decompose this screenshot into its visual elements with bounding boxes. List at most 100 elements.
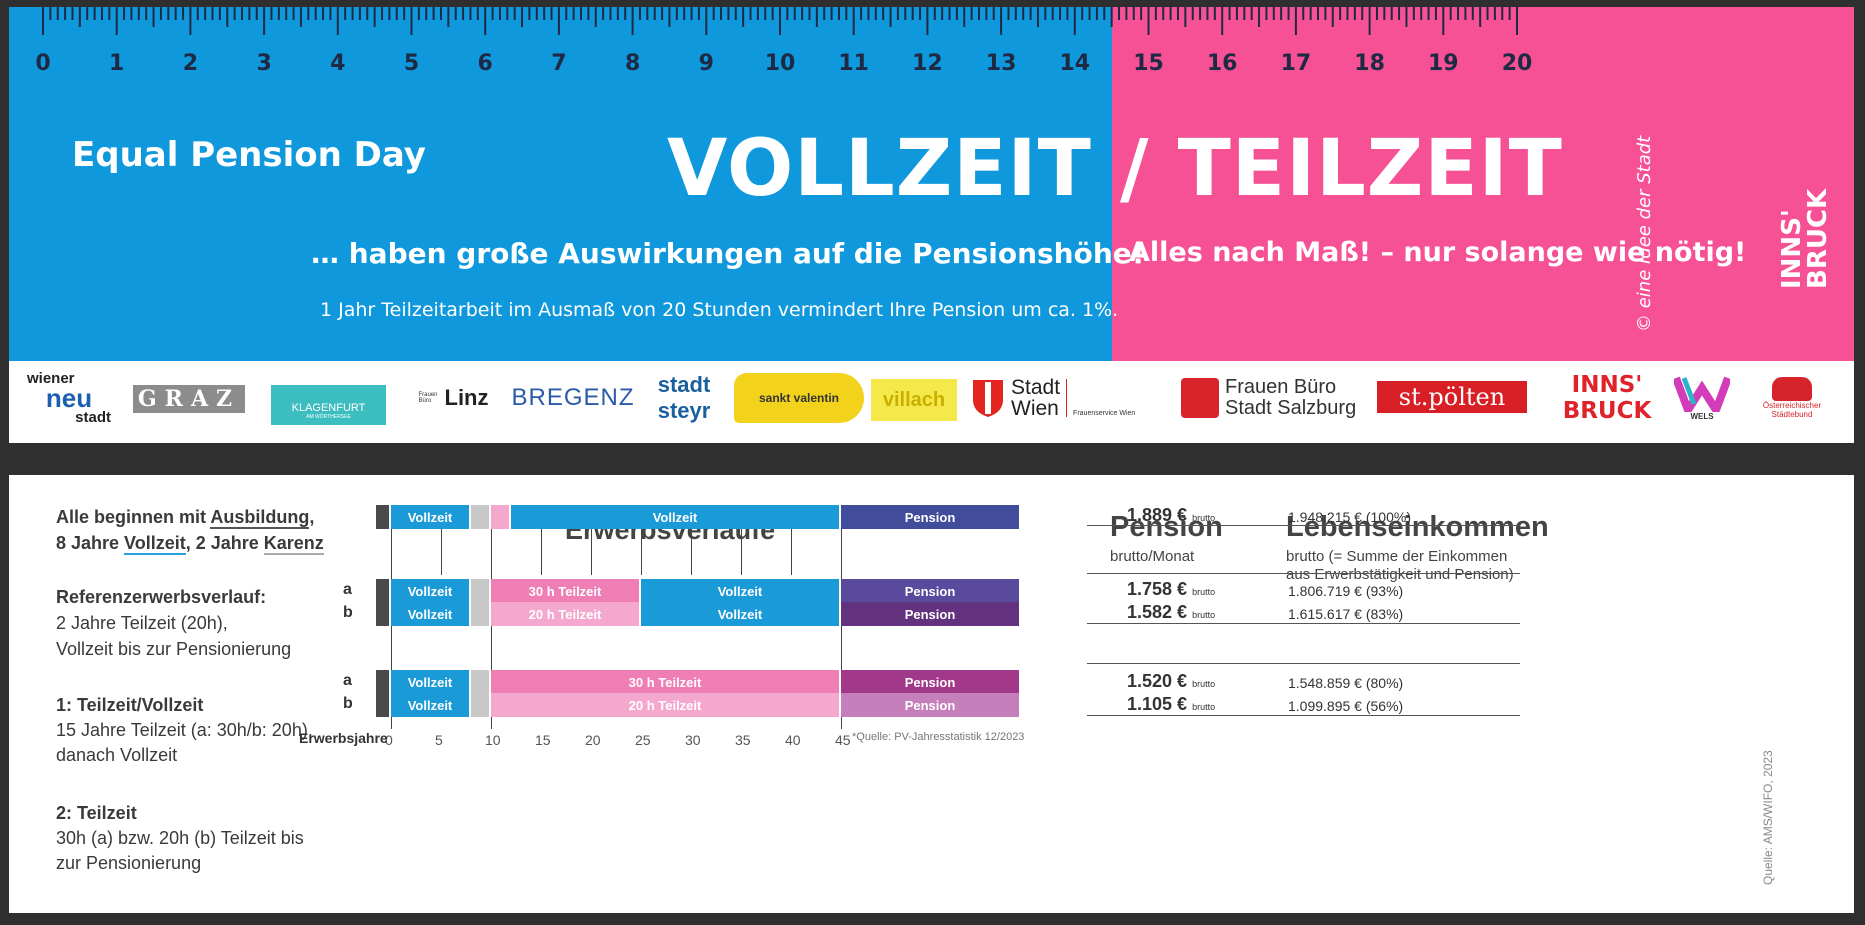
timeline-segment <box>376 602 391 626</box>
logo-villach: villach <box>871 379 957 421</box>
headline: VOLLZEIT / TEILZEIT <box>667 124 1563 214</box>
year-gridline <box>641 529 642 575</box>
axis-tick-label: 5 <box>435 732 443 748</box>
salzburg-emblem-icon <box>1181 378 1219 418</box>
lifetime-title: Lebenseinkommen <box>1286 511 1549 543</box>
ruler-number: 5 <box>404 51 419 76</box>
timeline-segment: Vollzeit <box>391 693 471 717</box>
timeline-segment: Vollzeit <box>641 602 841 626</box>
pension-value: 1.582 € brutto <box>1127 602 1216 622</box>
axis-tick-label: 15 <box>535 732 551 748</box>
ruler-number: 11 <box>838 51 869 76</box>
ruler-number: 20 <box>1502 51 1533 76</box>
logo-klagenfurt: KLAGENFURT AM WÖRTHERSEE <box>271 385 386 425</box>
logo-staedtebund: Österreichischer Städtebund <box>1744 373 1840 423</box>
values-divider <box>1087 525 1520 526</box>
timeline-segment <box>376 505 391 529</box>
timeline-segment <box>376 670 391 694</box>
timeline-segment: Vollzeit <box>391 579 471 603</box>
ruler-number: 15 <box>1133 51 1164 76</box>
ruler-number: 18 <box>1354 51 1385 76</box>
timeline-segment <box>376 579 391 603</box>
timeline-segment <box>471 670 491 694</box>
headline-vollzeit: VOLLZEIT <box>667 124 1092 214</box>
reference-line2: Vollzeit bis zur Pensionierung <box>56 639 292 659</box>
timeline-segment: Pension <box>841 670 1021 694</box>
axis-tick-label: 25 <box>635 732 651 748</box>
subheadline-left: … haben große Auswirkungen auf die Pensi… <box>311 237 1145 270</box>
ruler-number: 7 <box>551 51 566 76</box>
innsbruck-logo-line2: BRUCK <box>1803 188 1833 289</box>
scenario1-line1: 15 Jahre Teilzeit (a: 30h/b: 20h), <box>56 720 313 740</box>
ruler-number: 16 <box>1207 51 1238 76</box>
timeline-segment: Pension <box>841 693 1021 717</box>
values-divider <box>1087 573 1520 574</box>
lifetime-income-value: 1.806.719 € (93%) <box>1288 583 1404 599</box>
logo-wels: WELS <box>1671 373 1733 423</box>
row-label-2a: a <box>343 672 352 689</box>
axis-tick-label: 40 <box>785 732 801 748</box>
banner-card: 0 1 2 3 4 5 6 7 8 9 10 11 12 13 14 15 16 17 18 19 20 Equal P… <box>9 7 1854 443</box>
timeline-segment <box>471 602 491 626</box>
year-gridline <box>841 529 842 729</box>
ausbildung-term: Ausbildung <box>210 507 310 529</box>
wels-w-icon <box>1674 376 1730 412</box>
logo-st-poelten: st.pölten <box>1377 381 1527 413</box>
idea-credit: © eine Idee der Stadt <box>1634 135 1655 332</box>
wien-shield-icon <box>973 380 1003 417</box>
timeline-segment: Pension <box>841 505 1021 529</box>
timeline-segment: Pension <box>841 579 1021 603</box>
logo-innsbruck: INNS' BRUCK <box>1562 372 1652 424</box>
year-gridline <box>741 529 742 575</box>
subheadline-right: Alles nach Maß! – nur solange wie nötig! <box>1129 237 1747 268</box>
innsbruck-logo-line1: INNS' <box>1777 209 1807 289</box>
year-gridline <box>391 529 392 729</box>
timeline-segment: Vollzeit <box>511 505 841 529</box>
logo-stadt-steyr: stadt steyr <box>657 372 711 423</box>
reference-title: Referenzerwerbsverlauf: <box>56 587 267 607</box>
ruler: 0 1 2 3 4 5 6 7 8 9 10 11 12 13 14 15 16 17 18 19 20 <box>35 7 1533 76</box>
timeline-segment <box>491 505 511 529</box>
logo-sankt-valentin: sankt valentin <box>734 373 864 423</box>
scenario1-title: 1: Teilzeit/Vollzeit <box>56 695 204 715</box>
event-title: Equal Pension Day <box>72 135 426 175</box>
year-gridline <box>791 529 792 575</box>
lifetime-subtitle-1: brutto (= Summe der Einkommen <box>1286 548 1508 565</box>
axis-tick-label: 10 <box>485 732 501 748</box>
axis-label: Erwerbsjahre <box>299 730 388 746</box>
timeline-segment: 30 h Teilzeit <box>491 670 841 694</box>
ruler-number: 6 <box>478 51 493 76</box>
timeline-segment <box>471 693 491 717</box>
timeline-segment: 30 h Teilzeit <box>491 579 641 603</box>
ruler-number: 2 <box>183 51 198 76</box>
year-gridline <box>441 529 442 575</box>
year-gridline <box>691 529 692 575</box>
banner-pink-panel <box>1112 7 1854 361</box>
timeline-segment <box>471 505 491 529</box>
infographic-card: Alle beginnen mit Ausbildung, 8 Jahre Vo… <box>9 475 1854 913</box>
ruler-number: 4 <box>330 51 345 76</box>
logo-stadt-wien: Stadt Wien Frauenservice Wien <box>971 373 1147 423</box>
logo-frauenbuero-linz: Frauen Büro Linz <box>418 385 489 410</box>
year-gridline <box>491 529 492 729</box>
ruler-number: 12 <box>912 51 943 76</box>
ruler-number: 0 <box>35 51 50 76</box>
staedtebund-crest-icon <box>1772 377 1812 401</box>
vollzeit-term: Vollzeit <box>124 533 186 555</box>
pension-subtitle: brutto/Monat <box>1110 548 1195 565</box>
ruler-number: 19 <box>1428 51 1459 76</box>
timeline-segment: Vollzeit <box>391 602 471 626</box>
intro-line1: Alle beginnen mit Ausbildung, <box>56 507 315 529</box>
scenario2-line2: zur Pensionierung <box>56 853 202 873</box>
row-label-1b: b <box>343 604 353 621</box>
ruler-number: 8 <box>625 51 640 76</box>
lifetime-income-value: 1.548.859 € (80%) <box>1288 675 1404 691</box>
lifetime-subtitle-2: aus Erwerbstätigkeit und Pension) <box>1286 566 1514 583</box>
ruler-number: 17 <box>1281 51 1312 76</box>
lifetime-income-value: 1.615.617 € (83%) <box>1288 606 1404 622</box>
timeline-segment: 20 h Teilzeit <box>491 602 641 626</box>
ruler-number: 14 <box>1059 51 1090 76</box>
pension-value: 1.758 € brutto <box>1127 579 1216 599</box>
pension-value: 1.105 € brutto <box>1127 694 1216 714</box>
ruler-number: 9 <box>699 51 714 76</box>
